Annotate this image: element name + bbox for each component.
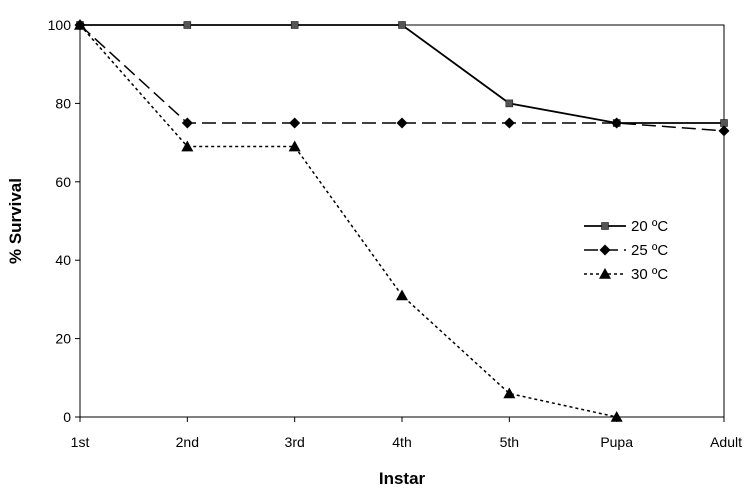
data-point-diamond	[611, 117, 623, 129]
legend-label: 30 ºC	[631, 266, 668, 283]
data-point-square	[183, 21, 192, 29]
x-tick-label: Pupa	[600, 434, 633, 450]
data-point-triangle	[599, 268, 611, 279]
data-point-diamond	[718, 125, 730, 137]
y-tick-label: 40	[55, 252, 71, 268]
legend-label: 25 ºC	[631, 242, 668, 259]
y-tick-label: 60	[55, 174, 71, 190]
data-point-triangle	[74, 19, 86, 30]
y-tick-label: 20	[55, 331, 71, 347]
y-axis: 0 20 40 60 80 100	[48, 17, 80, 425]
data-point-diamond	[181, 117, 193, 129]
series-line	[79, 24, 617, 418]
data-point-triangle	[503, 387, 516, 399]
series-line	[79, 24, 725, 132]
data-point-diamond	[396, 117, 408, 129]
x-tick-label: 5th	[500, 434, 519, 450]
series-3	[74, 19, 623, 422]
plot-frame	[79, 24, 725, 418]
series-2	[74, 19, 730, 137]
data-point-triangle	[288, 140, 301, 152]
x-tick-label: 2nd	[176, 434, 199, 450]
legend-label: 20 ºC	[631, 218, 668, 235]
data-point-diamond	[289, 117, 301, 129]
data-point-square	[601, 222, 609, 230]
plot-border	[79, 24, 725, 418]
y-axis-title: % Survival	[6, 178, 25, 264]
y-tick-label: 0	[63, 409, 71, 425]
x-axis-title: Instar	[379, 469, 426, 488]
x-tick-label: 4th	[392, 434, 411, 450]
y-tick-label: 100	[48, 17, 72, 33]
x-tick-label: 1st	[71, 434, 90, 450]
data-point-diamond	[599, 244, 611, 256]
x-tick-label: 3rd	[285, 434, 305, 450]
x-tick-label: Adult	[710, 434, 742, 450]
data-point-square	[398, 21, 406, 29]
data-point-triangle	[610, 411, 623, 422]
x-axis: 1st 2nd 3rd 4th 5th Pupa Adult	[71, 417, 742, 450]
data-point-square	[290, 21, 299, 29]
data-point-square	[505, 99, 514, 108]
data-point-triangle	[181, 140, 194, 152]
series-line	[80, 24, 724, 124]
legend: 20 ºC 25 ºC 30 ºC	[584, 218, 668, 283]
data-point-triangle	[396, 289, 408, 301]
y-tick-label: 80	[55, 95, 71, 111]
series-layer	[74, 19, 730, 422]
data-point-diamond	[503, 117, 515, 129]
